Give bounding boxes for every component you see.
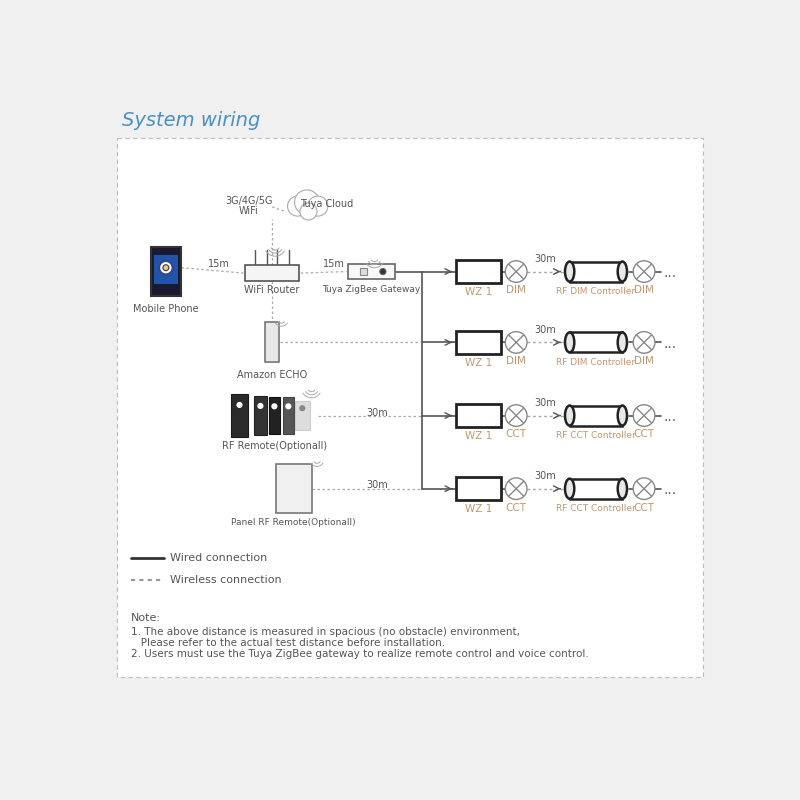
Ellipse shape: [618, 332, 627, 353]
Ellipse shape: [565, 478, 574, 498]
Circle shape: [300, 203, 317, 220]
FancyBboxPatch shape: [276, 464, 311, 514]
FancyBboxPatch shape: [265, 322, 279, 362]
Text: CCT: CCT: [634, 430, 654, 439]
Circle shape: [308, 196, 328, 216]
Text: 1. The above distance is measured in spacious (no obstacle) environment,: 1. The above distance is measured in spa…: [131, 627, 520, 638]
Text: 30m: 30m: [534, 398, 556, 408]
Text: Tuya Cloud: Tuya Cloud: [301, 198, 354, 209]
Text: Please refer to the actual test distance before installation.: Please refer to the actual test distance…: [131, 638, 445, 648]
Text: 15m: 15m: [208, 259, 230, 269]
Text: ...: ...: [664, 410, 677, 424]
Circle shape: [506, 332, 527, 353]
Text: WZ 1: WZ 1: [465, 287, 492, 297]
FancyBboxPatch shape: [154, 254, 178, 284]
Ellipse shape: [618, 478, 627, 498]
Text: ...: ...: [664, 483, 677, 498]
Text: WiFi: WiFi: [239, 206, 258, 216]
Circle shape: [506, 261, 527, 282]
Text: CCT: CCT: [506, 502, 526, 513]
Text: CCT: CCT: [634, 502, 654, 513]
Text: Amazon ECHO: Amazon ECHO: [237, 370, 307, 380]
FancyBboxPatch shape: [245, 266, 299, 281]
Text: RF CCT Controller: RF CCT Controller: [556, 504, 636, 513]
Text: 30m: 30m: [534, 254, 556, 264]
FancyBboxPatch shape: [254, 396, 266, 435]
Ellipse shape: [565, 332, 574, 353]
Text: Tuya ZigBee Gateway: Tuya ZigBee Gateway: [322, 286, 420, 294]
Text: DIM: DIM: [506, 286, 526, 295]
Text: 3G/4G/5G: 3G/4G/5G: [225, 196, 273, 206]
FancyBboxPatch shape: [117, 138, 703, 678]
FancyBboxPatch shape: [456, 404, 501, 427]
Text: RF DIM Controller: RF DIM Controller: [557, 358, 635, 366]
Text: DIM: DIM: [634, 356, 654, 366]
FancyBboxPatch shape: [348, 264, 394, 279]
FancyBboxPatch shape: [283, 397, 294, 434]
Ellipse shape: [618, 262, 627, 282]
Circle shape: [258, 403, 263, 409]
Text: ...: ...: [664, 266, 677, 280]
Ellipse shape: [565, 262, 574, 282]
Text: CCT: CCT: [506, 430, 526, 439]
FancyBboxPatch shape: [456, 331, 501, 354]
Circle shape: [271, 403, 278, 410]
Text: RF DIM Controller: RF DIM Controller: [557, 287, 635, 296]
Ellipse shape: [618, 406, 627, 426]
Text: WiFi Router: WiFi Router: [244, 286, 300, 295]
Text: 2. Users must use the Tuya ZigBee gateway to realize remote control and voice co: 2. Users must use the Tuya ZigBee gatewa…: [131, 649, 589, 659]
Circle shape: [634, 478, 655, 499]
Text: DIM: DIM: [634, 286, 654, 295]
Ellipse shape: [565, 406, 574, 426]
Circle shape: [506, 478, 527, 499]
Circle shape: [163, 266, 168, 270]
Text: 30m: 30m: [366, 408, 388, 418]
Text: Wireless connection: Wireless connection: [170, 574, 282, 585]
FancyBboxPatch shape: [570, 332, 622, 353]
Text: DIM: DIM: [506, 356, 526, 366]
Text: WZ 1: WZ 1: [465, 358, 492, 368]
FancyBboxPatch shape: [151, 247, 181, 296]
Circle shape: [380, 269, 386, 274]
FancyBboxPatch shape: [456, 260, 501, 283]
Circle shape: [299, 405, 306, 411]
Circle shape: [287, 196, 308, 216]
FancyBboxPatch shape: [570, 262, 622, 282]
FancyBboxPatch shape: [570, 478, 622, 498]
Circle shape: [158, 260, 174, 275]
Text: ...: ...: [664, 337, 677, 351]
Text: WZ 1: WZ 1: [465, 504, 492, 514]
Text: 15m: 15m: [323, 259, 345, 269]
Circle shape: [294, 190, 319, 214]
Circle shape: [506, 405, 527, 426]
Text: Note:: Note:: [131, 614, 161, 623]
Text: 30m: 30m: [366, 480, 388, 490]
Circle shape: [634, 332, 655, 353]
FancyBboxPatch shape: [456, 477, 501, 500]
Circle shape: [286, 403, 291, 410]
Text: Mobile Phone: Mobile Phone: [133, 304, 198, 314]
Text: Panel RF Remote(Optionall): Panel RF Remote(Optionall): [231, 518, 356, 527]
Circle shape: [634, 405, 655, 426]
FancyBboxPatch shape: [570, 406, 622, 426]
Text: System wiring: System wiring: [122, 111, 260, 130]
FancyBboxPatch shape: [269, 397, 280, 434]
Text: RF Remote(Optionall): RF Remote(Optionall): [222, 441, 327, 451]
Circle shape: [634, 261, 655, 282]
FancyBboxPatch shape: [294, 401, 310, 430]
Text: RF CCT Controller: RF CCT Controller: [556, 431, 636, 440]
FancyBboxPatch shape: [231, 394, 248, 437]
Text: Wired connection: Wired connection: [170, 553, 267, 563]
Text: WZ 1: WZ 1: [465, 431, 492, 441]
Circle shape: [237, 402, 242, 408]
Text: 30m: 30m: [534, 471, 556, 481]
Text: 30m: 30m: [534, 325, 556, 334]
FancyBboxPatch shape: [361, 268, 366, 275]
